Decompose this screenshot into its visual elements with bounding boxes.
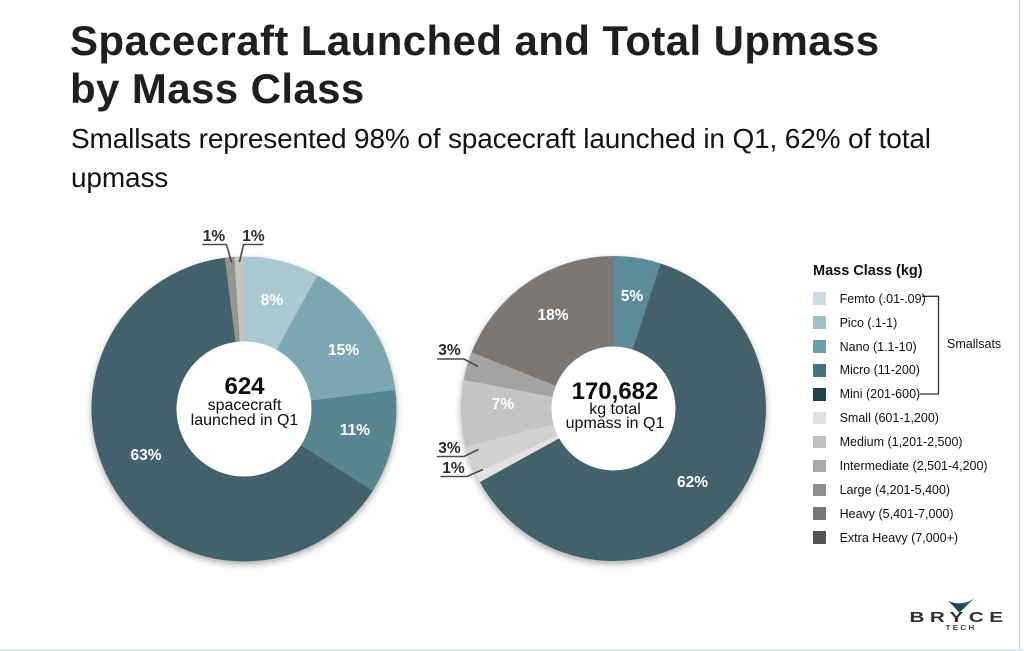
svg-text:TECH: TECH xyxy=(946,623,977,632)
svg-text:BRYCE: BRYCE xyxy=(910,609,1009,626)
